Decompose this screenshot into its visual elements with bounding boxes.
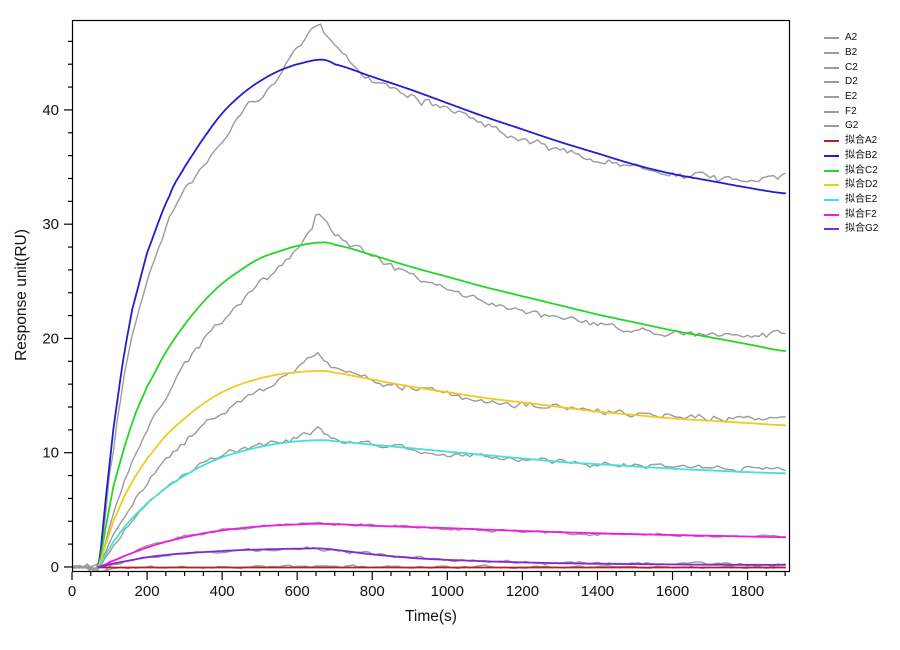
legend-item-C2: C2 — [824, 60, 878, 75]
legend-swatch — [824, 184, 839, 187]
legend-label: A2 — [845, 32, 858, 44]
legend-label: B2 — [845, 47, 858, 59]
legend-label: D2 — [845, 76, 858, 88]
legend-label: 拟合E2 — [845, 193, 878, 205]
legend-item-B2: B2 — [824, 46, 878, 61]
series-fit-F2 — [97, 522, 786, 568]
plot-border — [71, 19, 791, 573]
legend-swatch — [824, 154, 839, 157]
legend-item-fit-B2: 拟合B2 — [824, 149, 878, 164]
legend-item-A2: A2 — [824, 31, 878, 46]
y-tick-label: 20 — [42, 330, 59, 347]
x-tick-label: 400 — [210, 583, 235, 600]
x-tick-label: 1400 — [581, 583, 614, 600]
x-tick-label: 1000 — [431, 583, 464, 600]
legend-label: 拟合G2 — [845, 223, 879, 235]
x-tick-label: 1800 — [731, 583, 764, 600]
legend-item-fit-G2: 拟合G2 — [824, 222, 878, 237]
legend-swatch — [824, 110, 839, 113]
legend-swatch — [824, 198, 839, 201]
series-raw-F2 — [72, 521, 786, 570]
legend-label: C2 — [845, 61, 858, 73]
legend-item-D2: D2 — [824, 75, 878, 90]
y-axis-label: Response unit(RU) — [13, 229, 30, 361]
series-fit-D2 — [97, 370, 786, 568]
legend-swatch — [824, 66, 839, 69]
legend-item-fit-D2: 拟合D2 — [824, 178, 878, 193]
legend-swatch — [824, 37, 839, 40]
series-fit-E2 — [97, 439, 786, 568]
legend-item-fit-A2: 拟合A2 — [824, 134, 878, 149]
series-fit-C2 — [97, 241, 786, 568]
x-axis-label: Time(s) — [405, 608, 457, 625]
series-fit-B2 — [97, 58, 786, 568]
x-tick-label: 0 — [68, 583, 76, 600]
x-tick-label: 1600 — [656, 583, 689, 600]
legend-item-fit-C2: 拟合C2 — [824, 163, 878, 178]
legend-swatch — [824, 228, 839, 231]
legend-swatch — [824, 213, 839, 216]
legend-label: 拟合F2 — [845, 208, 877, 220]
legend: A2 B2 C2 D2 E2 F2 G2 拟合A2 拟合B2 拟合C2 拟合D2 拟合E2 拟合F2 拟合… — [824, 31, 878, 237]
x-tick-label: 600 — [285, 583, 310, 600]
series-raw-C2 — [72, 213, 786, 572]
legend-label: 拟合D2 — [845, 179, 878, 191]
legend-swatch — [824, 140, 839, 143]
x-tick-label: 200 — [135, 583, 160, 600]
y-tick-label: 30 — [42, 216, 59, 233]
legend-item-G2: G2 — [824, 119, 878, 134]
x-tick-label: 1200 — [506, 583, 539, 600]
legend-item-E2: E2 — [824, 90, 878, 105]
legend-swatch — [824, 169, 839, 172]
series-raw-D2 — [72, 352, 786, 571]
legend-label: 拟合B2 — [845, 149, 878, 161]
legend-swatch — [824, 52, 839, 55]
legend-item-fit-E2: 拟合E2 — [824, 193, 878, 208]
legend-swatch — [824, 96, 839, 99]
legend-label: 拟合A2 — [845, 135, 878, 147]
legend-label: G2 — [845, 120, 859, 132]
legend-label: E2 — [845, 91, 858, 103]
legend-swatch — [824, 125, 839, 128]
legend-swatch — [824, 81, 839, 84]
legend-item-fit-F2: 拟合F2 — [824, 207, 878, 222]
legend-label: 拟合C2 — [845, 164, 878, 176]
y-tick-label: 0 — [51, 559, 59, 576]
x-tick-label: 800 — [360, 583, 385, 600]
series-raw-B2 — [72, 23, 786, 572]
legend-item-F2: F2 — [824, 104, 878, 119]
legend-label: F2 — [845, 105, 857, 117]
y-tick-label: 40 — [42, 102, 59, 119]
y-tick-label: 10 — [42, 445, 59, 462]
series-fit-G2 — [97, 547, 786, 568]
